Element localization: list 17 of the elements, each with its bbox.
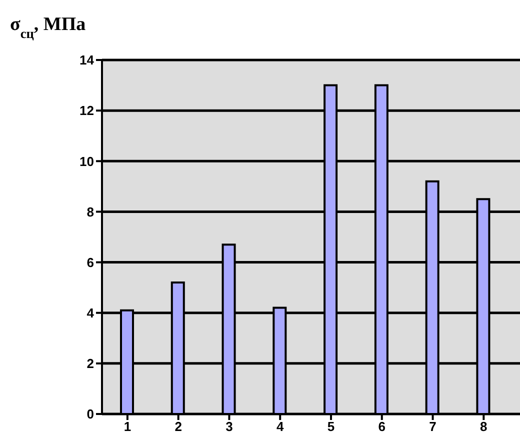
y-tick-label: 2 <box>86 356 94 372</box>
x-tick-label: 2 <box>174 419 182 434</box>
y-tick-label: 0 <box>86 406 94 422</box>
x-tick-label: 1 <box>124 419 132 434</box>
x-tick-label: 6 <box>378 419 386 434</box>
y-tick-label: 14 <box>80 52 95 68</box>
y-tick-label: 4 <box>86 305 95 320</box>
x-tick-label: 3 <box>226 419 233 434</box>
y-tick-label: 8 <box>86 204 94 220</box>
y-tick-label: 6 <box>86 254 94 270</box>
x-tick-label: 4 <box>276 419 284 434</box>
x-tick-label: 7 <box>429 419 436 434</box>
y-axis-title: σ$_{сц}$, МПа <box>10 14 86 40</box>
y-tick-label: 12 <box>80 103 94 118</box>
y-tick-label: 10 <box>80 154 94 169</box>
x-tick-label: 5 <box>327 419 335 434</box>
x-tick-label: 8 <box>480 419 488 434</box>
